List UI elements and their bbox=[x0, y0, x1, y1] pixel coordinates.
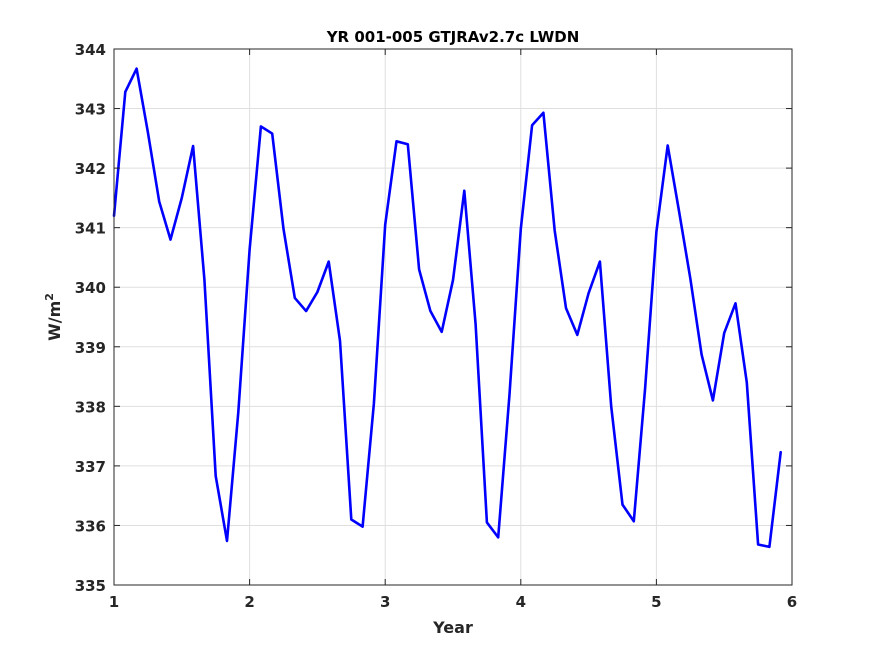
y-tick-label: 343 bbox=[75, 101, 106, 119]
y-tick-label: 339 bbox=[75, 339, 106, 357]
plot-frame bbox=[113, 48, 793, 586]
grid-lines bbox=[114, 49, 792, 585]
x-tick-label: 2 bbox=[244, 593, 254, 611]
y-tick-label: 341 bbox=[75, 220, 106, 238]
y-tick-label: 336 bbox=[75, 517, 106, 535]
tick-marks bbox=[113, 48, 793, 586]
y-tick-label: 344 bbox=[75, 41, 106, 59]
series-line bbox=[112, 67, 783, 549]
series-group bbox=[112, 67, 783, 549]
x-tick-label: 3 bbox=[380, 593, 390, 611]
y-axis-label-superscript: 2 bbox=[43, 293, 56, 301]
y-tick-label: 340 bbox=[75, 279, 106, 297]
y-tick-label: 342 bbox=[75, 160, 106, 178]
x-tick-label: 1 bbox=[109, 593, 119, 611]
plot-area bbox=[113, 48, 793, 586]
x-tick-label: 4 bbox=[516, 593, 526, 611]
y-tick-labels: 335 336 337 338 339 340 341 342 343 344 bbox=[75, 41, 106, 595]
y-tick-label: 337 bbox=[75, 458, 106, 476]
y-axis-label: W/m2 bbox=[43, 293, 64, 341]
x-tick-label: 6 bbox=[787, 593, 797, 611]
y-tick-label: 335 bbox=[75, 577, 106, 595]
x-axis-label: Year bbox=[432, 618, 473, 637]
y-tick-label: 338 bbox=[75, 398, 106, 416]
x-tick-labels: 1 2 3 4 5 6 bbox=[109, 593, 797, 611]
x-tick-label: 5 bbox=[651, 593, 661, 611]
chart-title: YR 001-005 GTJRAv2.7c LWDN bbox=[326, 28, 580, 46]
y-axis-label-main: W/m bbox=[45, 301, 64, 341]
